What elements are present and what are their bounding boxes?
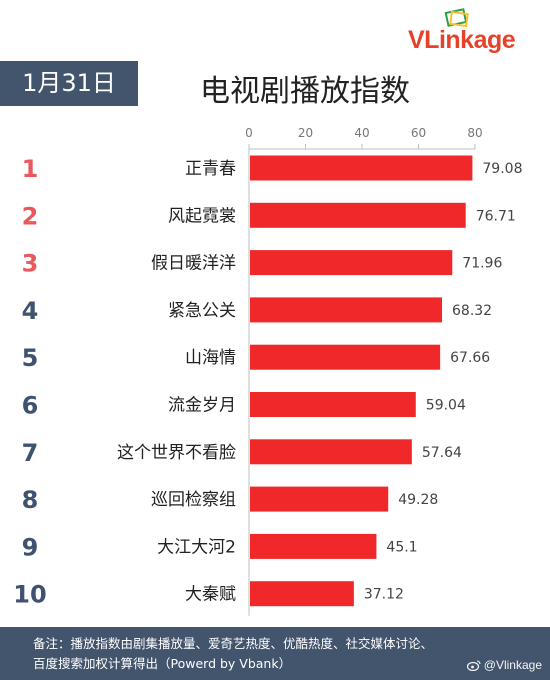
vlinkage-logo: VLinkage bbox=[408, 8, 538, 54]
rank-number: 6 bbox=[22, 392, 39, 420]
rank-number: 10 bbox=[13, 581, 46, 609]
bar bbox=[250, 486, 389, 512]
value-label: 71.96 bbox=[462, 256, 502, 272]
footer: 备注：播放指数由剧集播放量、爱奇艺热度、优酷热度、社交媒体讨论、 百度搜索加权计… bbox=[0, 627, 550, 680]
x-tick-label: 80 bbox=[467, 126, 482, 140]
rank-number: 1 bbox=[22, 155, 39, 183]
date-label: 1月31日 bbox=[0, 61, 138, 106]
x-tick-label: 20 bbox=[298, 126, 313, 140]
category-label: 正青春 bbox=[185, 159, 236, 179]
bar bbox=[250, 202, 466, 228]
bar bbox=[250, 250, 453, 276]
category-label: 山海情 bbox=[185, 348, 236, 368]
category-label: 这个世界不看脸 bbox=[117, 443, 236, 463]
bar-chart: 0 20 40 60 80 1 正青春 79.08 2 风起霓裳 76.71 3 假日暖洋洋 71.96 4… bbox=[13, 126, 522, 616]
category-label: 紧急公关 bbox=[168, 301, 236, 321]
value-label: 45.1 bbox=[386, 539, 417, 555]
value-label: 67.66 bbox=[450, 350, 490, 366]
rank-number: 7 bbox=[22, 439, 39, 467]
value-label: 57.64 bbox=[422, 445, 462, 461]
footer-note-line-2: 百度搜索加权计算得出（Powerd by Vbank） bbox=[33, 656, 292, 671]
category-label: 风起霓裳 bbox=[168, 206, 236, 226]
watermark-text: @Vlinkage bbox=[483, 658, 542, 672]
value-label: 68.32 bbox=[452, 303, 492, 319]
x-tick-label: 60 bbox=[411, 126, 426, 140]
value-label: 59.04 bbox=[426, 398, 466, 414]
rank-number: 8 bbox=[22, 486, 39, 514]
bar bbox=[250, 581, 354, 607]
value-label: 79.08 bbox=[482, 161, 522, 177]
bar bbox=[250, 344, 441, 370]
category-label: 流金岁月 bbox=[168, 396, 236, 416]
category-label: 假日暖洋洋 bbox=[151, 254, 236, 274]
bar bbox=[250, 297, 443, 323]
rank-number: 4 bbox=[22, 297, 39, 325]
footer-note-line-1: 备注：播放指数由剧集播放量、爱奇艺热度、优酷热度、社交媒体讨论、 bbox=[33, 636, 434, 651]
bar bbox=[250, 439, 412, 465]
weibo-icon bbox=[466, 660, 481, 671]
bar bbox=[250, 155, 473, 181]
bar bbox=[250, 392, 416, 417]
rank-number: 5 bbox=[22, 344, 39, 372]
bar bbox=[250, 533, 377, 559]
logo-frame-icon bbox=[444, 8, 469, 28]
category-label: 大江大河2 bbox=[157, 537, 236, 557]
watermark: @Vlinkage bbox=[466, 658, 542, 672]
value-label: 49.28 bbox=[398, 492, 438, 508]
value-label: 76.71 bbox=[476, 208, 516, 224]
rank-number: 2 bbox=[22, 202, 39, 230]
category-label: 巡回检察组 bbox=[151, 490, 236, 510]
x-tick-label: 0 bbox=[245, 126, 253, 140]
x-tick-label: 40 bbox=[354, 126, 369, 140]
chart-title: 电视剧播放指数 bbox=[200, 74, 410, 109]
value-label: 37.12 bbox=[364, 587, 404, 603]
brand-name: VLinkage bbox=[408, 26, 516, 54]
rank-number: 3 bbox=[22, 250, 39, 278]
footer-note: 备注：播放指数由剧集播放量、爱奇艺热度、优酷热度、社交媒体讨论、 百度搜索加权计… bbox=[33, 634, 513, 674]
category-label: 大秦赋 bbox=[185, 585, 236, 605]
rank-number: 9 bbox=[22, 533, 39, 561]
